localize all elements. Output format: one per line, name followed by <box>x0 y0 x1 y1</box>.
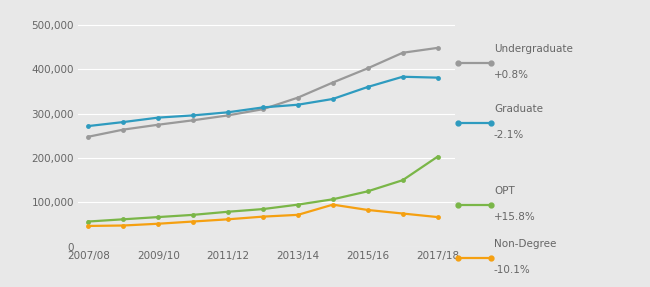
Text: +0.8%: +0.8% <box>494 70 529 79</box>
Text: -2.1%: -2.1% <box>494 130 525 140</box>
Text: Undergraduate: Undergraduate <box>494 44 573 54</box>
Text: OPT: OPT <box>494 186 515 196</box>
Text: Non-Degree: Non-Degree <box>494 239 556 249</box>
Text: Graduate: Graduate <box>494 104 543 114</box>
Text: -10.1%: -10.1% <box>494 265 531 275</box>
Text: +15.8%: +15.8% <box>494 212 536 222</box>
